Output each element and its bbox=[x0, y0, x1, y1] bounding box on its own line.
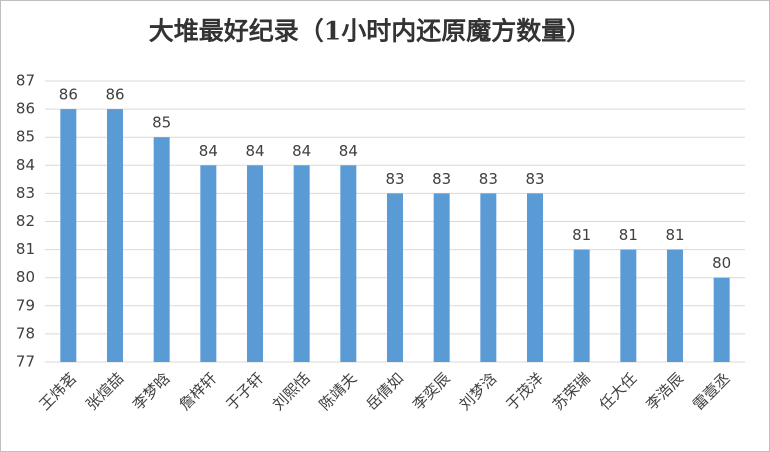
data-label: 81 bbox=[572, 226, 591, 244]
data-label: 83 bbox=[385, 170, 404, 188]
data-label: 81 bbox=[665, 226, 684, 244]
y-tick-label: 85 bbox=[16, 128, 35, 146]
bar bbox=[387, 193, 403, 362]
bar bbox=[480, 193, 497, 362]
bar bbox=[433, 193, 450, 362]
data-label: 83 bbox=[525, 170, 544, 188]
bar bbox=[527, 193, 543, 362]
y-tick-label: 77 bbox=[16, 353, 35, 371]
bar bbox=[340, 165, 357, 362]
bar bbox=[200, 165, 217, 362]
data-label: 83 bbox=[432, 170, 451, 188]
bar bbox=[247, 165, 263, 362]
y-tick-label: 82 bbox=[16, 212, 35, 230]
data-label: 86 bbox=[59, 86, 78, 104]
data-label: 84 bbox=[199, 142, 218, 160]
data-label: 84 bbox=[245, 142, 264, 160]
data-label: 84 bbox=[339, 142, 358, 160]
bar bbox=[667, 249, 683, 362]
y-tick-label: 78 bbox=[16, 324, 35, 342]
y-tick-label: 84 bbox=[16, 156, 35, 174]
bar bbox=[107, 109, 123, 362]
chart-title: 大堆最好纪录（1小时内还原魔方数量） bbox=[149, 17, 591, 46]
bar bbox=[573, 249, 590, 362]
y-tick-label: 81 bbox=[16, 240, 35, 258]
data-label: 85 bbox=[152, 114, 171, 132]
data-label: 80 bbox=[712, 254, 731, 272]
data-label: 83 bbox=[479, 170, 498, 188]
y-tick-label: 79 bbox=[16, 296, 35, 314]
y-tick-label: 83 bbox=[16, 184, 35, 202]
data-label: 86 bbox=[105, 86, 124, 104]
y-tick-label: 80 bbox=[16, 268, 35, 286]
bar bbox=[293, 165, 310, 362]
y-tick-label: 86 bbox=[16, 100, 35, 118]
bar bbox=[60, 109, 77, 362]
bar bbox=[153, 137, 170, 362]
data-label: 84 bbox=[292, 142, 311, 160]
bar bbox=[713, 277, 730, 362]
data-label: 81 bbox=[619, 226, 638, 244]
y-tick-label: 87 bbox=[16, 72, 35, 90]
bar bbox=[620, 249, 637, 362]
